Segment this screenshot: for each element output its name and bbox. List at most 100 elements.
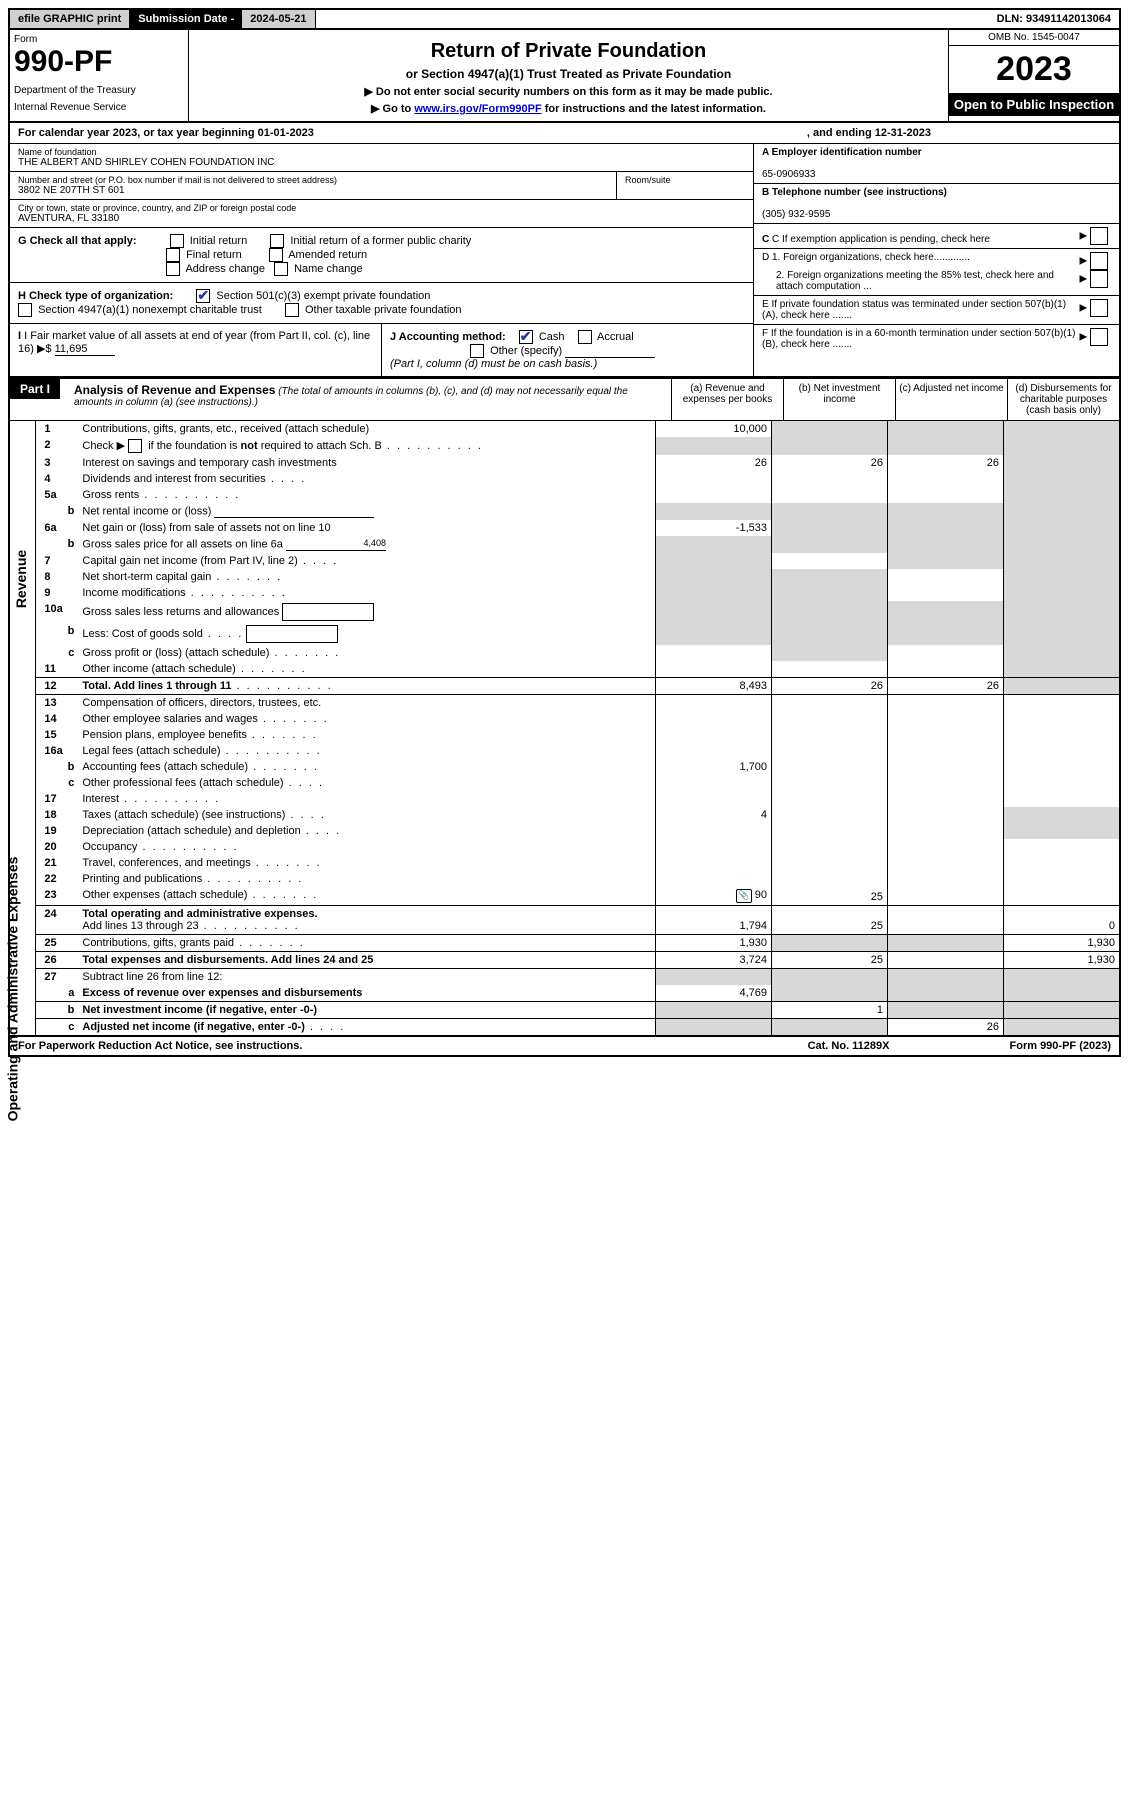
form-number: 990-PF — [14, 45, 184, 79]
line-1: 1 Contributions, gifts, grants, etc., re… — [36, 421, 1119, 437]
line-13: 13 Compensation of officers, directors, … — [36, 695, 1119, 712]
c-cell: C C If exemption application is pending,… — [754, 224, 1119, 249]
part1-label: Part I — [10, 379, 60, 399]
col-b-header: (b) Net investment income — [783, 379, 895, 420]
dept-treasury: Department of the Treasury — [14, 85, 184, 96]
checkbox-60-month[interactable] — [1090, 328, 1108, 346]
efile-print-button[interactable]: efile GRAPHIC print — [10, 10, 130, 28]
line-5b: b Net rental income or (loss) — [36, 503, 1119, 520]
line-12: 12 Total. Add lines 1 through 11 8,49326… — [36, 678, 1119, 695]
form-title: Return of Private Foundation — [195, 40, 942, 63]
j-section: J Accounting method: Cash Accrual Other … — [381, 324, 753, 376]
instruction-link: ▶ Go to www.irs.gov/Form990PF for instru… — [195, 102, 942, 115]
irs-link[interactable]: www.irs.gov/Form990PF — [414, 103, 541, 115]
checkbox-initial-return[interactable] — [170, 234, 184, 248]
checkbox-accrual[interactable] — [578, 330, 592, 344]
line-10a: 10a Gross sales less returns and allowan… — [36, 601, 1119, 623]
i-section: I I Fair market value of all assets at e… — [10, 324, 381, 376]
tax-year: 2023 — [949, 46, 1119, 93]
info-left: Name of foundation THE ALBERT AND SHIRLE… — [10, 144, 753, 376]
attachment-icon[interactable]: 📎 — [736, 889, 752, 903]
street-cell: Number and street (or P.O. box number if… — [10, 172, 616, 200]
room-cell: Room/suite — [616, 172, 753, 200]
calendar-year-row: For calendar year 2023, or tax year begi… — [10, 123, 1119, 144]
col-a-header: (a) Revenue and expenses per books — [671, 379, 783, 420]
topbar: efile GRAPHIC print Submission Date - 20… — [10, 10, 1119, 30]
calendar-year-end: , and ending 12-31-2023 — [807, 127, 931, 139]
revenue-label: Revenue — [13, 550, 29, 608]
checkbox-amended-return[interactable] — [269, 248, 283, 262]
checkbox-4947[interactable] — [18, 303, 32, 317]
line-11: 11 Other income (attach schedule) — [36, 661, 1119, 678]
line-6a: 6a Net gain or (loss) from sale of asset… — [36, 520, 1119, 536]
checkbox-sch-b[interactable] — [128, 439, 142, 453]
fmv-value: 11,695 — [55, 343, 115, 356]
line-6b: b Gross sales price for all assets on li… — [36, 536, 1119, 553]
checkbox-foreign-85[interactable] — [1090, 270, 1108, 288]
h-section: H Check type of organization: Section 50… — [10, 283, 753, 324]
checkbox-other-taxable[interactable] — [285, 303, 299, 317]
phone-cell: B Telephone number (see instructions) (3… — [754, 184, 1119, 224]
foundation-name-cell: Name of foundation THE ALBERT AND SHIRLE… — [10, 144, 753, 172]
checkbox-final-return[interactable] — [166, 248, 180, 262]
header-left: Form 990-PF Department of the Treasury I… — [10, 30, 189, 121]
line-27c: c Adjusted net income (if negative, ente… — [36, 1019, 1119, 1036]
f-cell: F If the foundation is in a 60-month ter… — [754, 325, 1119, 353]
line-19: 19 Depreciation (attach schedule) and de… — [36, 823, 1119, 839]
line-10b: b Less: Cost of goods sold — [36, 623, 1119, 645]
checkbox-501c3[interactable] — [196, 289, 210, 303]
line-16c: c Other professional fees (attach schedu… — [36, 775, 1119, 791]
checkbox-name-change[interactable] — [274, 262, 288, 276]
g-section: G Check all that apply: Initial return I… — [10, 228, 753, 283]
line-18: 18 Taxes (attach schedule) (see instruct… — [36, 807, 1119, 823]
calendar-year-begin: For calendar year 2023, or tax year begi… — [18, 127, 314, 139]
line-4: 4 Dividends and interest from securities — [36, 471, 1119, 487]
line-20: 20 Occupancy — [36, 839, 1119, 855]
line-10c: c Gross profit or (loss) (attach schedul… — [36, 645, 1119, 661]
footer-form-ref: Form 990-PF (2023) — [1010, 1040, 1112, 1052]
col-d-header: (d) Disbursements for charitable purpose… — [1007, 379, 1119, 420]
checkbox-exemption-pending[interactable] — [1090, 227, 1108, 245]
side-label-col: Revenue Operating and Administrative Exp… — [10, 421, 36, 1036]
footer: For Paperwork Reduction Act Notice, see … — [10, 1036, 1119, 1055]
checkbox-address-change[interactable] — [166, 262, 180, 276]
checkbox-initial-former[interactable] — [270, 234, 284, 248]
paperwork-notice: For Paperwork Reduction Act Notice, see … — [18, 1040, 302, 1052]
checkbox-status-terminated[interactable] — [1090, 299, 1108, 317]
part1-desc: Analysis of Revenue and Expenses (The to… — [70, 379, 671, 420]
submission-date-value: 2024-05-21 — [242, 10, 315, 28]
line-23: 23 Other expenses (attach schedule) 📎 90… — [36, 887, 1119, 906]
line-22: 22 Printing and publications — [36, 871, 1119, 887]
irs-label: Internal Revenue Service — [14, 102, 184, 113]
col-c-header: (c) Adjusted net income — [895, 379, 1007, 420]
city-cell: City or town, state or province, country… — [10, 200, 753, 228]
form-subtitle: or Section 4947(a)(1) Trust Treated as P… — [195, 67, 942, 81]
checkbox-cash[interactable] — [519, 330, 533, 344]
header-right: OMB No. 1545-0047 2023 Open to Public In… — [948, 30, 1119, 121]
header: Form 990-PF Department of the Treasury I… — [10, 30, 1119, 123]
d-cell: D 1. Foreign organizations, check here..… — [754, 249, 1119, 296]
line-8: 8 Net short-term capital gain — [36, 569, 1119, 585]
line-27a: a Excess of revenue over expenses and di… — [36, 985, 1119, 1002]
main-table: 1 Contributions, gifts, grants, etc., re… — [36, 421, 1119, 1036]
e-cell: E If private foundation status was termi… — [754, 296, 1119, 325]
line-2: 2 Check ▶ if the foundation is not requi… — [36, 437, 1119, 455]
line-9: 9 Income modifications — [36, 585, 1119, 601]
line-16b: b Accounting fees (attach schedule) 1,70… — [36, 759, 1119, 775]
line-26: 26 Total expenses and disbursements. Add… — [36, 952, 1119, 969]
expenses-label: Operating and Administrative Expenses — [4, 857, 20, 1122]
dln: DLN: 93491142013064 — [989, 10, 1119, 28]
form-container: efile GRAPHIC print Submission Date - 20… — [8, 8, 1121, 1057]
instruction-ssn: ▶ Do not enter social security numbers o… — [195, 85, 942, 98]
cat-no: Cat. No. 11289X — [808, 1040, 890, 1052]
main-table-wrapper: Revenue Operating and Administrative Exp… — [10, 421, 1119, 1036]
info-block: Name of foundation THE ALBERT AND SHIRLE… — [10, 144, 1119, 377]
info-right: A Employer identification number 65-0906… — [753, 144, 1119, 376]
ein-cell: A Employer identification number 65-0906… — [754, 144, 1119, 184]
checkbox-other-method[interactable] — [470, 344, 484, 358]
line-17: 17 Interest — [36, 791, 1119, 807]
line-24: 24 Total operating and administrative ex… — [36, 906, 1119, 935]
part1-header-row: Part I Analysis of Revenue and Expenses … — [10, 377, 1119, 421]
line-27: 27 Subtract line 26 from line 12: — [36, 969, 1119, 986]
checkbox-foreign-org[interactable] — [1090, 252, 1108, 270]
